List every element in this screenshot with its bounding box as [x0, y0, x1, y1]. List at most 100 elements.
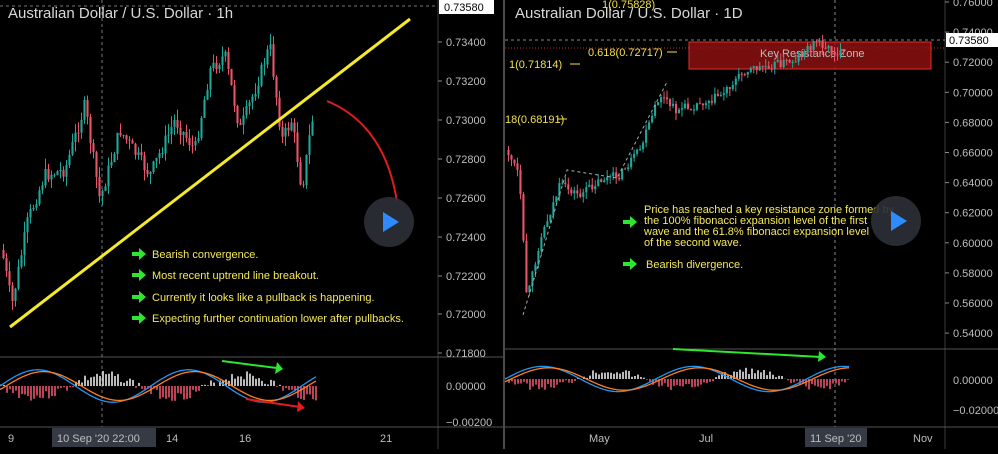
osc-bar — [592, 370, 594, 379]
osc-bar — [117, 374, 119, 386]
osc-bar — [670, 379, 672, 390]
projection-arrow — [327, 101, 397, 202]
candle-body — [657, 102, 659, 105]
osc-bar — [646, 379, 648, 380]
candle-body — [146, 170, 148, 174]
left-chart-title: Australian Dollar / U.S. Dollar · 1h — [8, 5, 233, 22]
osc-bar — [628, 371, 630, 379]
candle-body — [839, 50, 841, 55]
candle-body — [675, 104, 677, 113]
candle-body — [38, 190, 40, 204]
osc-bar — [210, 380, 212, 386]
candle-body — [14, 289, 16, 301]
candle-body — [308, 135, 310, 155]
osc-bar — [60, 386, 62, 388]
osc-bar — [787, 379, 789, 380]
osc-bar — [595, 373, 597, 379]
osc-bar — [267, 384, 269, 386]
candle-body — [750, 68, 752, 72]
candle-body — [507, 150, 509, 155]
osc-bar — [159, 386, 161, 399]
candle-body — [50, 175, 52, 180]
osc-bar — [198, 386, 200, 391]
note-text: Expecting further continuation lower aft… — [152, 313, 404, 325]
osc-bar — [688, 379, 690, 384]
osc-bar — [54, 386, 56, 396]
right-chart-pane[interactable]: Key Resistance Zone Australian Dollar / … — [505, 0, 998, 449]
candle-body — [158, 153, 160, 158]
osc-bar — [87, 380, 89, 386]
right-chart-svg[interactable]: Key Resistance Zone Australian Dollar / … — [505, 0, 998, 449]
osc-bar — [264, 384, 266, 386]
candle-body — [95, 152, 97, 177]
osc-bar — [192, 386, 194, 390]
left-play-button[interactable] — [364, 197, 414, 247]
candle-body — [20, 255, 22, 266]
osc-bar — [565, 379, 567, 380]
left-chart-svg[interactable]: Australian Dollar / U.S. Dollar · 1h 0.7… — [0, 0, 503, 449]
left-chart-pane[interactable]: Australian Dollar / U.S. Dollar · 1h 0.7… — [0, 0, 503, 449]
candle-body — [239, 123, 241, 125]
osc-bar — [739, 370, 741, 379]
candle-body — [804, 53, 806, 57]
candle-body — [720, 95, 722, 96]
osc-bar — [213, 383, 215, 386]
candle-body — [140, 152, 142, 155]
osc-bar — [676, 379, 678, 385]
candle-body — [131, 140, 133, 143]
right-cursor-date: 11 Sep '20 — [810, 433, 861, 445]
candle-body — [822, 40, 824, 47]
osc-bar — [3, 385, 5, 386]
candle-body — [651, 116, 653, 122]
candle-body — [603, 180, 605, 182]
candle-body — [53, 175, 55, 176]
candle-body — [696, 103, 698, 109]
candle-body — [672, 104, 674, 106]
osc-bar — [270, 380, 272, 386]
candle-body — [236, 106, 238, 123]
candle-body — [293, 123, 295, 133]
candle-body — [842, 50, 844, 51]
osc-bar — [261, 381, 263, 386]
x-tick-label: Nov — [913, 433, 933, 445]
candle-body — [555, 196, 557, 202]
candle-body — [137, 152, 139, 155]
candle-body — [741, 74, 743, 75]
osc-bar — [613, 374, 615, 379]
candle-body — [830, 46, 832, 53]
candle-body — [807, 46, 809, 53]
osc-bar — [841, 379, 843, 381]
osc-bar — [715, 377, 717, 379]
y-tick-label: 0.73200 — [446, 76, 486, 88]
candle-body — [768, 66, 770, 69]
candle-body — [549, 215, 551, 222]
osc-bar — [697, 379, 699, 386]
osc-bar — [601, 373, 603, 379]
right-oscillator — [505, 366, 849, 391]
x-tick-label: 9 — [8, 433, 14, 445]
left-price-tag: 0.73580 — [444, 2, 484, 14]
right-play-button[interactable] — [871, 196, 921, 246]
osc-bar — [772, 375, 774, 379]
candle-body — [143, 155, 145, 170]
osc-bar — [105, 374, 107, 386]
candle-body — [795, 62, 797, 63]
osc-bar — [282, 386, 284, 391]
osc-bar — [550, 379, 552, 387]
candle-body — [582, 192, 584, 197]
osc-bar — [120, 382, 122, 386]
osc-bar — [57, 386, 59, 389]
candle-body — [789, 60, 791, 62]
osc-bar — [538, 379, 540, 389]
candle-body — [783, 60, 785, 67]
candle-body — [104, 186, 106, 191]
osc-bar — [111, 372, 113, 386]
check-arrow-icon — [132, 291, 146, 303]
fib-level-618: 0.618(0.72717) — [588, 47, 663, 59]
candle-body — [182, 132, 184, 135]
candle-body — [287, 128, 289, 131]
osc-bar — [640, 377, 642, 379]
candle-body — [218, 65, 220, 69]
osc-bar — [126, 381, 128, 386]
candle-body — [11, 285, 13, 301]
